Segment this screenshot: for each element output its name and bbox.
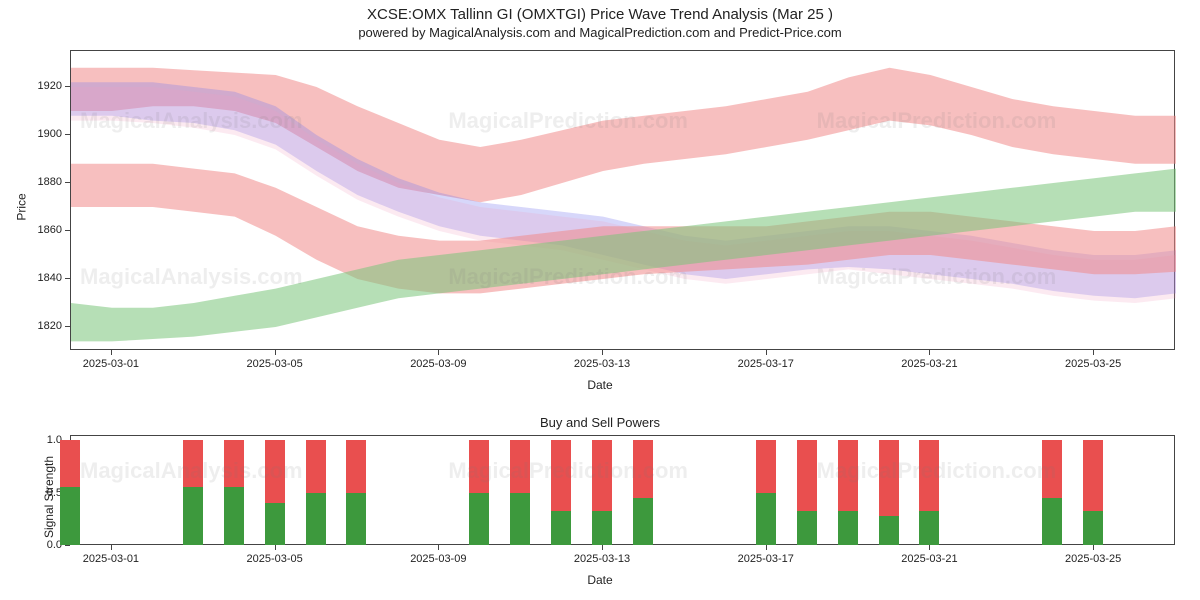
power-bar-buy [633,498,653,545]
main-plot-area [70,50,1175,350]
power-bar [919,440,939,545]
main-x-tick: 2025-03-01 [83,358,139,370]
power-bar-sell [838,440,858,511]
main-x-tick: 2025-03-21 [901,358,957,370]
power-bar-sell [346,440,366,492]
power-bar-sell [224,440,244,487]
power-bar-sell [633,440,653,498]
power-bar-buy [756,493,776,545]
power-bar [756,440,776,545]
power-bar [797,440,817,545]
main-y-tick: 1900 [22,128,62,140]
main-x-axis-label: Date [0,378,1200,392]
power-bar-sell [60,440,80,487]
main-y-tick: 1880 [22,176,62,188]
power-bar [592,440,612,545]
power-bar-buy [306,493,326,545]
power-bar-sell [306,440,326,492]
main-x-tick: 2025-03-25 [1065,358,1121,370]
power-x-tick: 2025-03-25 [1065,553,1121,565]
chart-container: XCSE:OMX Tallinn GI (OMXTGI) Price Wave … [0,0,1200,600]
power-x-axis-label: Date [0,573,1200,587]
power-bar-buy [592,511,612,545]
power-bar-buy [469,493,489,545]
power-y-tick: 1.0 [22,434,62,446]
power-x-tick: 2025-03-21 [901,553,957,565]
power-bar-buy [838,511,858,545]
power-bar [183,440,203,545]
power-y-tick: 0.5 [22,487,62,499]
power-bar-sell [1083,440,1103,511]
power-x-tick: 2025-03-13 [574,553,630,565]
power-bar-buy [510,493,530,545]
power-bar [879,440,899,545]
power-bar-buy [60,487,80,545]
power-bar-sell [469,440,489,492]
power-bar [1042,440,1062,545]
power-bar-buy [224,487,244,545]
power-bar [838,440,858,545]
power-bar [469,440,489,545]
power-bar [633,440,653,545]
power-bar-buy [919,511,939,545]
power-bar-sell [756,440,776,492]
chart-title: XCSE:OMX Tallinn GI (OMXTGI) Price Wave … [0,6,1200,23]
power-chart-title: Buy and Sell Powers [0,415,1200,430]
power-bar [224,440,244,545]
power-bar-buy [551,511,571,545]
power-x-tick: 2025-03-17 [738,553,794,565]
power-bar-sell [1042,440,1062,498]
power-bar-sell [797,440,817,511]
power-x-tick: 2025-03-09 [410,553,466,565]
power-bar [265,440,285,545]
power-bar [60,440,80,545]
main-x-tick: 2025-03-17 [738,358,794,370]
power-bar [346,440,366,545]
power-bar [510,440,530,545]
power-bar-sell [183,440,203,487]
main-x-tick: 2025-03-05 [246,358,302,370]
main-x-tick: 2025-03-13 [574,358,630,370]
main-x-tick: 2025-03-09 [410,358,466,370]
main-y-tick: 1860 [22,224,62,236]
power-bar [306,440,326,545]
main-y-tick: 1840 [22,272,62,284]
power-bar-sell [265,440,285,503]
power-bar-sell [919,440,939,511]
power-x-tick: 2025-03-05 [246,553,302,565]
power-bar-buy [265,503,285,545]
power-bar-sell [510,440,530,492]
power-bar-buy [1042,498,1062,545]
power-x-tick: 2025-03-01 [83,553,139,565]
power-bar-buy [797,511,817,545]
power-bar-buy [1083,511,1103,545]
power-bar-sell [551,440,571,511]
main-y-axis-label: Price [15,193,29,220]
power-bar-buy [183,487,203,545]
main-y-tick: 1920 [22,80,62,92]
chart-subtitle: powered by MagicalAnalysis.com and Magic… [0,25,1200,40]
main-y-tick: 1820 [22,320,62,332]
power-bar-buy [346,493,366,545]
power-bar-sell [592,440,612,511]
power-bar-sell [879,440,899,515]
title-block: XCSE:OMX Tallinn GI (OMXTGI) Price Wave … [0,0,1200,40]
power-bar-buy [879,516,899,545]
power-y-tick: 0.0 [22,539,62,551]
power-bar [1083,440,1103,545]
power-bar [551,440,571,545]
